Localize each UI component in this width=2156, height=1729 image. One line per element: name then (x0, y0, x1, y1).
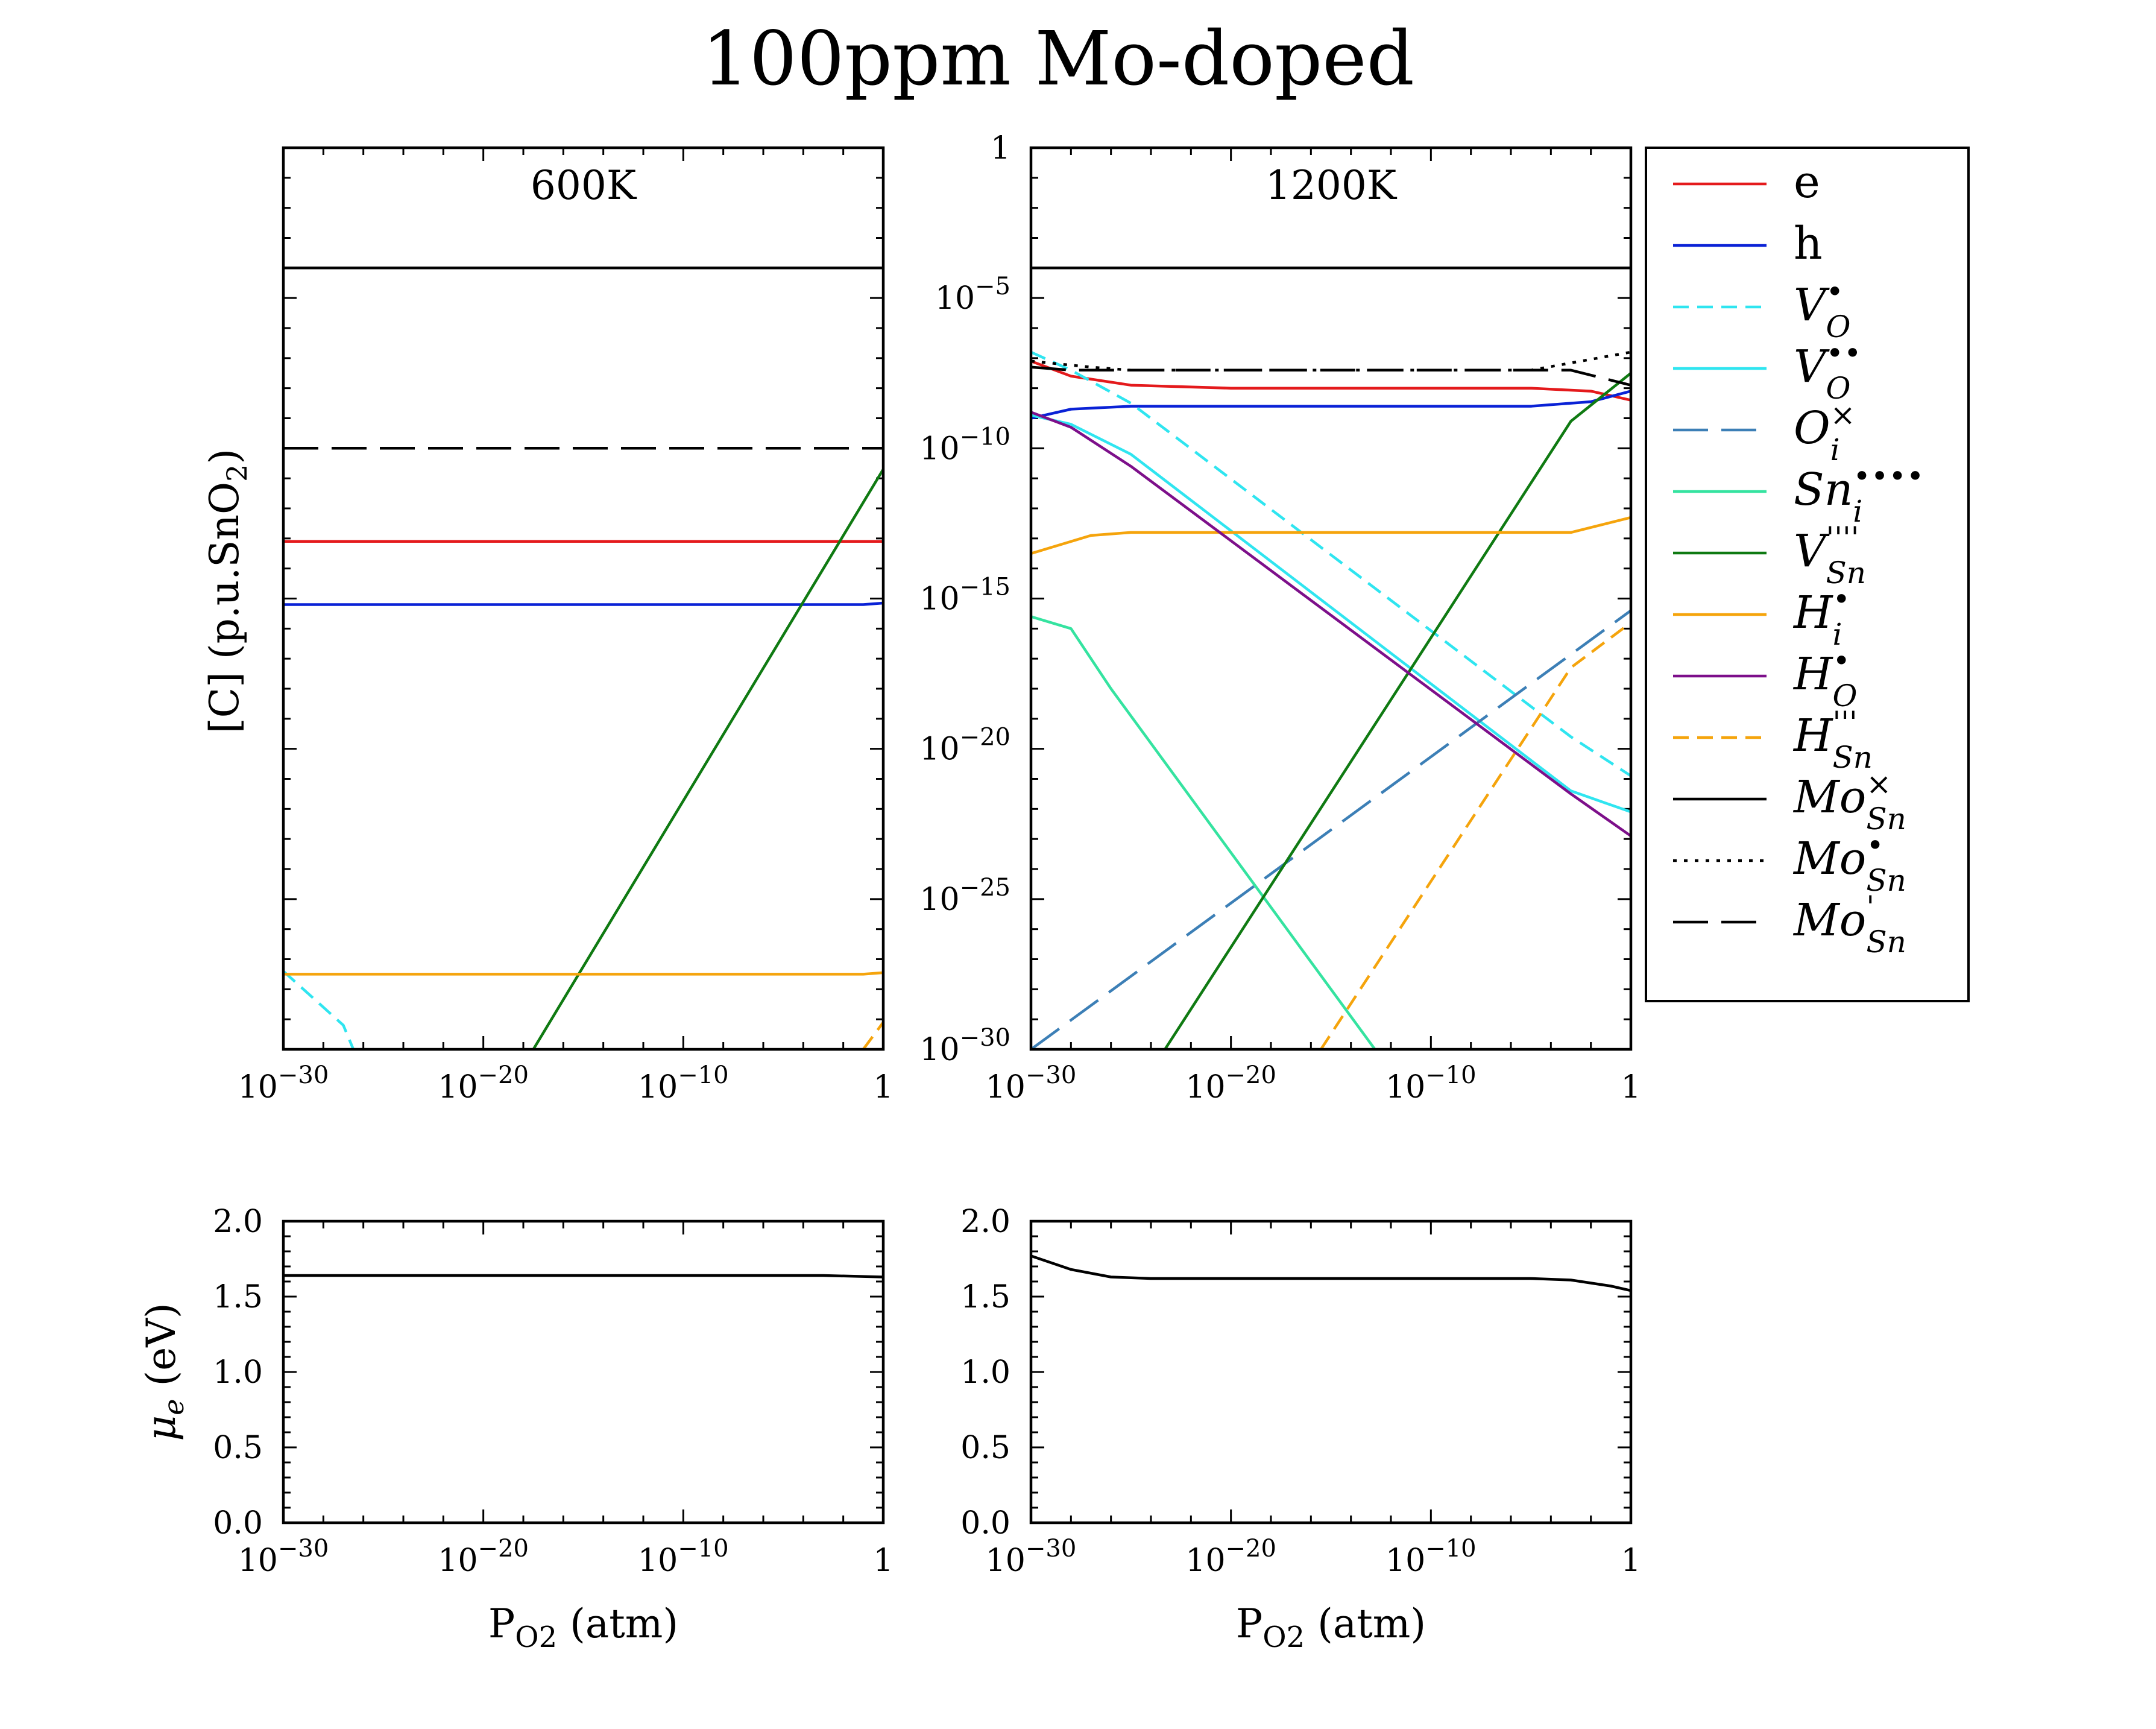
panel-1: 10−30 10−20 10−10 1 600K (238, 146, 894, 1105)
y-axis-labels: [C] (p.u.SnO2) μe (eV) (138, 449, 253, 1441)
y-tick-label: 1.5 (213, 1279, 263, 1315)
y-tick-label: 10−30 (919, 1024, 1010, 1068)
x-tick-label: 10−20 (1185, 1061, 1276, 1105)
x-tick-label: 10−20 (438, 1061, 529, 1105)
y-tick-label: 10−25 (919, 874, 1010, 918)
y-tick-label: 0.0 (213, 1505, 263, 1541)
x-tick-label: 10−30 (986, 1535, 1077, 1579)
y-tick-label: 1 (991, 130, 1010, 166)
y-tick-label: 2.0 (960, 1204, 1010, 1240)
series-line-h (1031, 390, 1631, 420)
series-line-VO1 (283, 970, 355, 1049)
legend-label-e: e (1794, 156, 1820, 208)
x-tick-label: 10−20 (438, 1535, 529, 1579)
series-group (1031, 267, 1631, 1049)
legend-label-Mom: Mo' Sn (1792, 890, 1906, 959)
x-tick-label: 1 (1621, 1543, 1641, 1579)
series-line-h (283, 601, 883, 606)
series-line-Mo1 (1031, 350, 1631, 372)
x-tick-label: 10−10 (638, 1535, 729, 1579)
x-tick-label: 10−20 (1185, 1535, 1276, 1579)
legend-label-VO1: V• O (1794, 274, 1850, 344)
ticks (1030, 1220, 1632, 1524)
series-line-HSn (862, 1021, 883, 1049)
y-tick-label: 1.0 (960, 1354, 1010, 1391)
series-line-Oi (1031, 609, 1631, 1049)
y-tick-label: 0.0 (960, 1505, 1010, 1541)
legend-box (1645, 147, 1970, 1002)
x-tick-label: 10−30 (238, 1535, 329, 1579)
panel-2: 10−30 10−20 10−10 1 1 10−5 10−10 10−15 10−20 10−2… (919, 130, 1641, 1105)
y-tick-label: 1.0 (213, 1354, 263, 1391)
x-tick-label: 1 (1621, 1069, 1641, 1105)
series-line-HO (1031, 411, 1631, 838)
series-line-HSn (1320, 621, 1631, 1049)
series-group (283, 267, 883, 1049)
legend-label-MoX: Mo× Sn (1792, 767, 1906, 836)
series-line-mu (1031, 1254, 1631, 1292)
legend-label-HO: H• O (1792, 643, 1858, 713)
y-tick-label: 10−20 (919, 724, 1010, 768)
ticks (1030, 147, 1632, 1051)
x-tick-label: 1 (873, 1069, 893, 1105)
y-axis-label-mu: μe (eV) (138, 1303, 190, 1441)
y-tick-label: 10−5 (935, 273, 1010, 317)
y-tick-label: 2.0 (213, 1204, 263, 1240)
panel-4: 10−30 10−20 10−10 1 0.0 0.5 1.0 1.5 2.0 PO2 (atm) (960, 1204, 1641, 1654)
legend-label-Oi: O× i (1794, 397, 1856, 467)
series-line-mu (283, 1274, 883, 1279)
legend-label-Hi: H• i (1792, 582, 1850, 652)
panel-title: 600K (531, 162, 637, 209)
plot-frame (1029, 1219, 1633, 1525)
plot-frame (282, 146, 885, 1051)
figure-title: 100ppm Mo-doped (702, 16, 1414, 103)
legend-label-VSn: V'''' Sn (1794, 520, 1866, 590)
series-line-VSn (532, 469, 883, 1049)
y-tick-label: 10−10 (919, 423, 1010, 467)
plot-frame (282, 1219, 885, 1525)
series-line-e (1031, 359, 1631, 402)
y-tick-label: 0.5 (213, 1430, 263, 1466)
x-axis-label: PO2 (atm) (488, 1601, 678, 1654)
x-tick-label: 1 (873, 1543, 893, 1579)
series-group (283, 1274, 883, 1279)
series-line-VO1 (1031, 350, 1631, 777)
series-line-Sni (1031, 615, 1376, 1049)
series-line-Mom (1031, 365, 1631, 387)
ticks (282, 147, 884, 1051)
x-tick-label: 10−10 (1385, 1061, 1477, 1105)
y-tick-label: 1.5 (960, 1279, 1010, 1315)
panel-title: 1200K (1266, 162, 1398, 209)
panel-3: 10−30 10−20 10−10 1 0.0 0.5 1.0 1.5 2.0 PO2 (atm) (213, 1204, 893, 1654)
plot-frame (1029, 146, 1633, 1051)
legend-label-h: h (1794, 218, 1823, 270)
series-line-VSn (1164, 372, 1631, 1049)
ticks (282, 1220, 884, 1524)
legend-label-Mo1: Mo• Sn (1792, 828, 1906, 898)
legend-label-Sni: Sn•••• i (1794, 459, 1924, 529)
y-axis-label-concentration: [C] (p.u.SnO2) (201, 449, 253, 733)
series-line-Hi (1031, 516, 1631, 555)
y-tick-label: 0.5 (960, 1430, 1010, 1466)
legend-label-VO2: V•• O (1794, 336, 1861, 406)
x-axis-label: PO2 (atm) (1236, 1601, 1426, 1654)
x-tick-label: 10−30 (986, 1061, 1077, 1105)
y-tick-label: 10−15 (919, 574, 1010, 618)
series-line-Hi (283, 971, 883, 976)
legend-label-HSn: H''' Sn (1792, 705, 1873, 775)
x-tick-label: 10−30 (238, 1061, 329, 1105)
x-tick-label: 10−10 (1385, 1535, 1477, 1579)
legend: ehV• OV•• OO× iSn•••• iV'''' SnH• iH• OH''' SnMo… (1645, 147, 1970, 1002)
series-group (1031, 1254, 1631, 1292)
x-tick-label: 10−10 (638, 1061, 729, 1105)
